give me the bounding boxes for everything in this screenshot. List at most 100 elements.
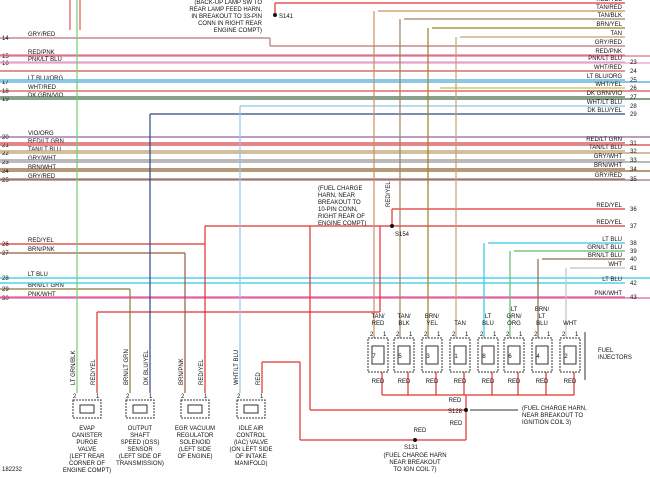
wire-label: BRN/WHT [594, 163, 622, 169]
injector-box [367, 337, 389, 373]
wire-label: RED/YEL [91, 359, 97, 385]
injectors-label: INJECTORS [598, 355, 632, 361]
wire-label: RED/YEL [596, 203, 622, 209]
splice-id: S154 [395, 232, 410, 238]
pin-number: 27 [2, 251, 9, 257]
wire-label: BRN/ [425, 314, 440, 320]
wire-label: GRY/RED [595, 173, 623, 179]
wire-label: WHT/LT BLU [587, 100, 622, 106]
pin-label: 1 [437, 332, 441, 338]
wire-label: WHT/RED [28, 85, 57, 91]
image-id: 182232 [2, 467, 23, 473]
pin-label: 1 [575, 332, 579, 338]
pin-label: 1 [519, 332, 523, 338]
pin-number: 39 [630, 249, 637, 255]
pin-number: 18 [2, 89, 9, 95]
wire-label: RED/YEL [199, 359, 205, 385]
injector-box [477, 337, 499, 373]
injector-box [421, 337, 443, 373]
wire-label: ORG [507, 321, 521, 327]
wire-label: LT [511, 307, 518, 313]
wire-label: GRY/RED [28, 32, 56, 38]
wire-label: RED [450, 421, 463, 427]
component-name: OF INTAKE [235, 454, 266, 460]
pin-number: 33 [630, 158, 637, 164]
pin-label: 2 [396, 332, 400, 338]
wire-label: LT BLU [602, 277, 622, 283]
feed-label: RED [482, 379, 495, 385]
injector-box [531, 337, 553, 373]
pin-number: 43 [630, 295, 637, 301]
wire-label: BRN/ [535, 307, 550, 313]
pin-number: 37 [630, 224, 637, 230]
splice-id: S128 [448, 409, 463, 415]
wire-label: TAN/RED [596, 5, 623, 11]
pin-label: 2 [534, 332, 538, 338]
pin-label: 2 [424, 332, 428, 338]
wire-label: BRN/YEL [596, 22, 622, 28]
injector-symbol [563, 345, 577, 365]
injector-number: 7 [372, 354, 376, 360]
pin-number: 29 [2, 287, 9, 293]
component-name: CORNER OF [69, 461, 105, 467]
pin-number: 24 [630, 69, 637, 75]
pin-number: 27 [630, 95, 637, 101]
pin-number: 15 [2, 54, 9, 60]
injector-symbol [481, 345, 495, 365]
pin-number: 22 [2, 151, 9, 157]
pin-number: 38 [630, 241, 637, 247]
pin-number: 26 [630, 86, 637, 92]
component-box [180, 399, 210, 419]
splice-note: 10-PIN CONN, [318, 207, 358, 213]
splice-note: IGNITION COIL 3) [522, 420, 571, 426]
wire-label: WHT/YEL [595, 82, 622, 88]
splice-note: (FUEL CHARGE HARN [383, 453, 446, 459]
wire-label: GRN/LT BLU [587, 245, 622, 251]
splice-id: S131 [404, 445, 419, 451]
splice-note: NEAR BREAKOUT [389, 460, 441, 466]
wire-label: BRN/PNK [28, 247, 55, 253]
wire-label: RED/PNK [28, 50, 55, 56]
wire-label: BRN/LT BLU [588, 253, 622, 259]
wire-label: LT BLU [602, 237, 622, 243]
splice-note: CONN IN RIGHT REAR [198, 21, 263, 27]
injector-number: 3 [426, 354, 430, 360]
wire-label: GRY/RED [595, 40, 623, 46]
wire-label: DK BLU/YEL [144, 350, 150, 385]
wire-label: TAN [610, 31, 622, 37]
wire-label: GRN/ [507, 314, 522, 320]
injector-number: 5 [398, 354, 402, 360]
wire-label: PNK/LT BLU [28, 57, 62, 63]
pin-number: 17 [2, 80, 9, 86]
feed-label: RED [536, 379, 549, 385]
pin-number: 23 [630, 60, 637, 66]
wire-label: LT BLU/ORG [587, 74, 622, 80]
pin-number: 29 [630, 112, 637, 118]
splice-note: TO IGN COIL 7) [393, 467, 436, 473]
feed-label: RED [564, 379, 577, 385]
feed-label: RED [508, 379, 521, 385]
injector-symbol [371, 345, 385, 365]
pin-number: 40 [630, 257, 637, 263]
component-name: SHAFT [130, 433, 150, 439]
injector-number: 8 [482, 354, 486, 360]
component-name: MANIFOLD) [235, 461, 268, 467]
wire-label: RED/YEL [28, 238, 54, 244]
wire-label: LT BLU/ORG [28, 76, 63, 82]
wire-label: LT GRN/BLK [71, 351, 77, 385]
pin-number: 36 [630, 207, 637, 213]
wire-label: RED/LT GRN [586, 137, 622, 143]
component-name: (LEFT REAR [70, 454, 106, 460]
wire-label: RED/PNK [595, 49, 622, 55]
pin-label: 1 [96, 394, 100, 400]
pin-label: 1 [260, 394, 264, 400]
pin-label: 2 [126, 394, 130, 400]
component-name: TRANSMISSION) [116, 461, 164, 467]
pin-number: 30 [2, 296, 9, 302]
injector-box [559, 337, 581, 373]
pin-label: 2 [181, 394, 185, 400]
wire-label: BRN/WHT [28, 165, 56, 171]
wire-label: TAN/BLK [597, 13, 622, 19]
component-box [72, 399, 102, 419]
component-name: CONTROL [236, 433, 266, 439]
